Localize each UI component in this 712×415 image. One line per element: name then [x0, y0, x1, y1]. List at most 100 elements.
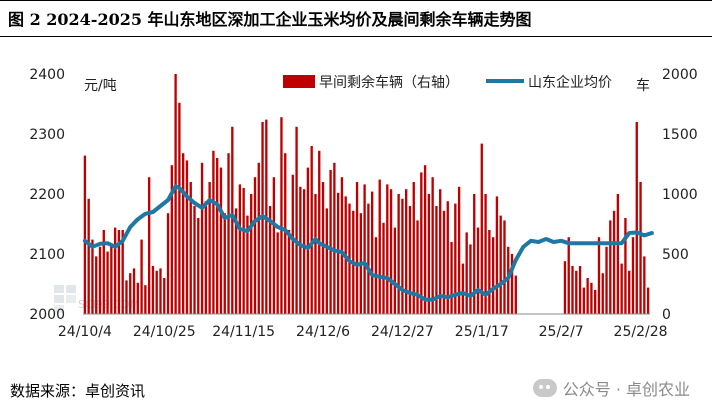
bar-day-109 — [495, 196, 499, 314]
bar-day-102 — [469, 244, 472, 314]
bar-day-82 — [393, 227, 397, 314]
bar-day-72 — [355, 182, 359, 314]
bar-day-23 — [170, 165, 173, 314]
right-tick-label-0: 0 — [662, 307, 671, 323]
bar-day-96 — [446, 201, 449, 314]
bar-day-103 — [473, 194, 476, 314]
bar-day-138 — [605, 246, 608, 314]
bar-day-145 — [631, 237, 635, 314]
bar-day-36 — [219, 167, 223, 314]
bar-day-53 — [284, 153, 287, 314]
watermark-text: 公众号 · 卓创农业 — [562, 380, 690, 399]
bar-day-129 — [571, 266, 574, 314]
bar-day-98 — [454, 203, 457, 314]
bar-day-93 — [435, 206, 438, 314]
bar-day-31 — [200, 162, 204, 314]
bar-series-remaining-vehicles — [83, 74, 650, 314]
bar-day-148 — [643, 256, 646, 314]
bar-day-14 — [136, 282, 139, 314]
x-tick-label-5: 25/1/17 — [455, 324, 509, 340]
bar-day-97 — [450, 242, 453, 314]
bar-day-142 — [620, 263, 623, 314]
bar-day-4 — [98, 246, 102, 314]
bar-day-18 — [151, 266, 155, 314]
left-tick-label-0: 2000 — [29, 307, 65, 323]
bar-day-51 — [276, 232, 279, 314]
bar-day-57 — [299, 186, 302, 314]
bar-day-59 — [306, 167, 310, 314]
bar-day-99 — [457, 186, 461, 314]
bar-day-88 — [416, 220, 419, 314]
x-tick-label-2: 24/11/15 — [212, 324, 275, 340]
bar-day-0 — [83, 155, 87, 314]
left-tick-label-4: 2400 — [29, 67, 65, 83]
bar-day-90 — [423, 165, 427, 314]
bar-day-135 — [594, 290, 597, 314]
bar-day-35 — [216, 158, 219, 314]
bar-day-147 — [639, 182, 642, 314]
bar-day-46 — [257, 162, 260, 314]
bar-day-111 — [503, 220, 506, 314]
bar-day-55 — [291, 174, 294, 314]
bar-day-38 — [227, 153, 230, 314]
bar-day-27 — [185, 160, 189, 314]
bar-day-42 — [242, 188, 245, 314]
bar-day-128 — [567, 237, 570, 314]
title-bottom-rule — [0, 36, 712, 37]
bar-day-83 — [397, 194, 400, 314]
left-tick-label-1: 2100 — [29, 247, 65, 263]
bar-day-56 — [295, 126, 298, 314]
bar-day-16 — [144, 285, 147, 314]
bar-day-94 — [439, 189, 442, 314]
bar-day-79 — [382, 222, 385, 314]
bar-day-113 — [510, 254, 514, 314]
x-tick-label-6: 25/2/7 — [539, 324, 584, 340]
bar-day-87 — [412, 182, 415, 314]
bar-day-43 — [246, 215, 249, 314]
legend-bar-swatch — [283, 75, 315, 88]
bar-day-33 — [208, 182, 211, 314]
bar-day-32 — [204, 201, 208, 314]
bar-day-101 — [465, 232, 468, 314]
bar-day-114 — [514, 275, 517, 314]
bar-day-1 — [87, 198, 90, 314]
bar-day-132 — [582, 287, 586, 314]
bar-day-149 — [646, 287, 650, 314]
bar-day-84 — [401, 198, 404, 314]
bar-day-20 — [159, 268, 162, 314]
bar-day-9 — [117, 230, 121, 314]
x-tick-label-7: 25/2/28 — [614, 324, 668, 340]
bar-day-100 — [461, 263, 465, 314]
bar-day-17 — [147, 177, 151, 314]
bar-day-95 — [442, 210, 446, 314]
bar-day-10 — [121, 230, 124, 314]
bar-day-3 — [95, 256, 98, 314]
bar-day-34 — [212, 150, 215, 314]
bar-day-86 — [408, 206, 412, 314]
bar-day-91 — [427, 194, 431, 314]
bar-day-6 — [106, 251, 109, 314]
bar-day-133 — [586, 278, 589, 314]
bar-day-11 — [125, 280, 128, 314]
bar-day-110 — [499, 215, 502, 314]
x-tick-label-4: 24/12/27 — [371, 324, 434, 340]
left-unit-label: 元/吨 — [84, 78, 117, 94]
logo-watermark-mark — [54, 285, 76, 313]
bar-day-8 — [113, 227, 117, 314]
bar-day-12 — [129, 273, 132, 314]
x-tick-label-3: 24/12/6 — [296, 324, 350, 340]
bar-day-61 — [314, 194, 317, 314]
bar-day-68 — [340, 177, 344, 314]
legend-bar-label: 早间剩余车辆（右轴） — [319, 74, 459, 91]
bar-day-140 — [612, 210, 616, 314]
bar-day-64 — [325, 208, 328, 314]
bar-day-104 — [476, 227, 480, 314]
bar-day-74 — [363, 184, 366, 314]
left-tick-label-2: 2200 — [29, 187, 65, 203]
bar-day-85 — [405, 189, 408, 314]
bar-day-108 — [491, 237, 495, 314]
bar-day-130 — [575, 270, 578, 314]
right-tick-label-1: 500 — [662, 247, 689, 263]
bar-day-76 — [371, 191, 374, 314]
bar-day-21 — [163, 278, 166, 314]
